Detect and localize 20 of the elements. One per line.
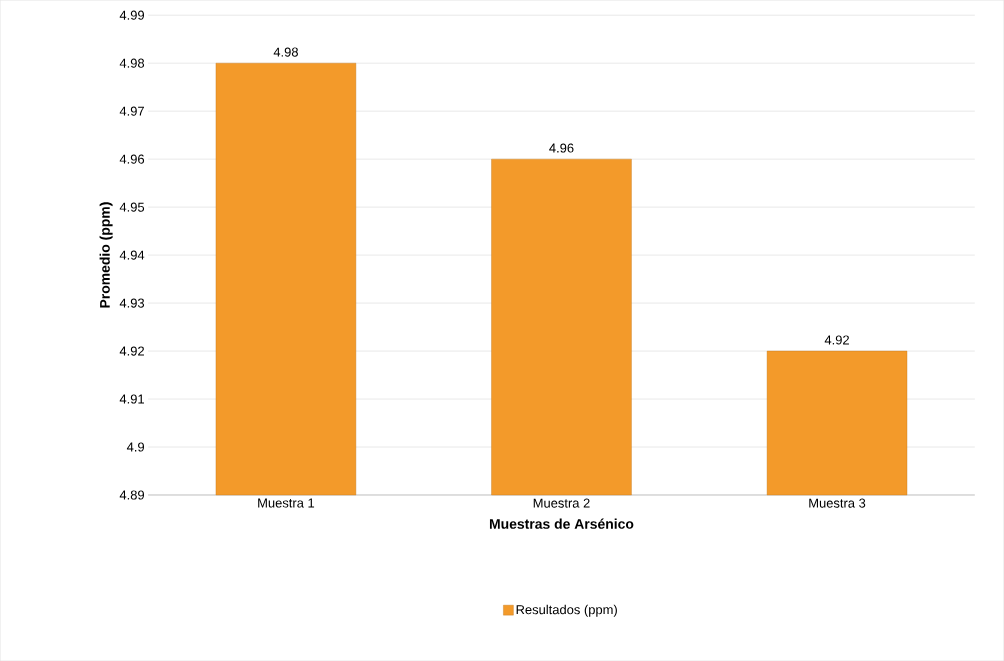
y-tick-label: 4.93: [119, 298, 145, 308]
x-axis-title: Muestras de Arsénico: [489, 518, 634, 529]
y-tick-label: 4.92: [119, 346, 144, 356]
x-tick-label: Muestra 2: [533, 498, 590, 508]
y-tick-label: 4.96: [119, 154, 145, 164]
y-tick-label: 4.9: [126, 442, 145, 452]
y-tick-label: 4.89: [119, 490, 145, 500]
y-axis-title: Promedio (ppm): [99, 202, 113, 308]
y-tick-label: 4.98: [119, 58, 145, 68]
data-label: 4.96: [549, 143, 574, 153]
x-tick-label: Muestra 1: [258, 498, 315, 508]
legend-label: Resultados (ppm): [516, 604, 617, 617]
y-tick-label: 4.94: [119, 250, 145, 260]
y-tick-label: 4.99: [119, 10, 145, 20]
data-label: 4.98: [273, 47, 298, 57]
y-tick-label: 4.95: [119, 202, 145, 212]
x-tick-label: Muestra 3: [809, 498, 866, 508]
data-label: 4.92: [824, 335, 849, 345]
y-tick-label: 4.91: [119, 394, 144, 404]
y-tick-label: 4.97: [119, 106, 144, 116]
